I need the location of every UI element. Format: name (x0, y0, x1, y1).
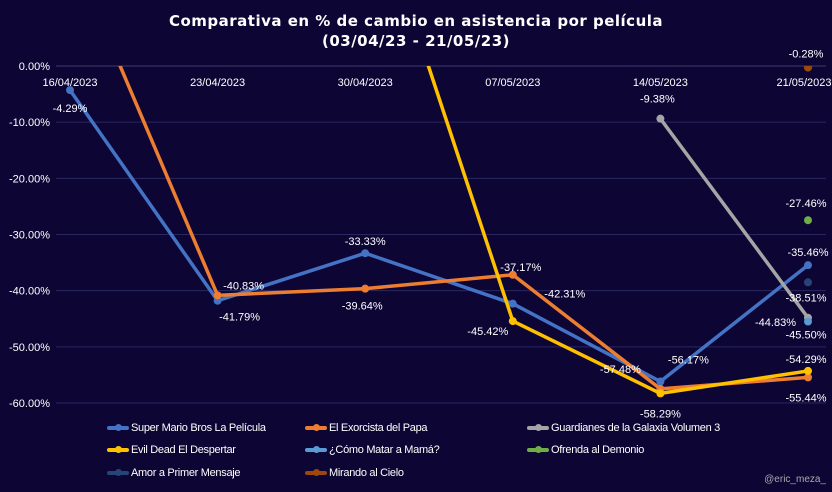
data-point[interactable] (804, 317, 812, 326)
legend-item[interactable]: Ofrenda al Demonio (527, 444, 644, 456)
data-point[interactable] (508, 299, 517, 308)
x-tick-label: 07/05/2023 (485, 77, 540, 89)
legend-item[interactable]: Mirando al Cielo (305, 467, 404, 479)
watermark: @eric_meza_ (764, 474, 826, 485)
data-label: -39.64% (342, 301, 383, 313)
data-label: -4.29% (53, 103, 88, 115)
legend-item[interactable]: ¿Cómo Matar a Mamá? (305, 444, 440, 456)
y-tick-label: -10.00% (9, 117, 50, 129)
data-label: -56.17% (668, 354, 709, 366)
data-label: -38.51% (786, 292, 827, 304)
data-point[interactable] (804, 261, 812, 270)
legend-label: Ofrenda al Demonio (551, 444, 645, 456)
data-point[interactable] (66, 86, 74, 95)
data-label: -0.28% (789, 49, 824, 61)
legend-item[interactable]: Amor a Primer Mensaje (107, 467, 241, 479)
x-tick-label: 23/04/2023 (190, 77, 245, 89)
x-tick-label: 30/04/2023 (338, 77, 393, 89)
data-label: -33.33% (345, 236, 386, 248)
chart-subtitle: (03/04/23 - 21/05/23) (321, 32, 511, 50)
legend-swatch-icon (527, 446, 549, 453)
legend-label: Mirando al Cielo (329, 467, 404, 479)
y-tick-label: -40.00% (9, 286, 50, 298)
legend-label: El Exorcista del Papa (329, 422, 428, 434)
data-point[interactable] (804, 216, 812, 225)
legend-swatch-icon (527, 424, 549, 431)
data-point[interactable] (804, 373, 812, 382)
series-line (68, 89, 810, 384)
legend-swatch-icon (107, 424, 129, 431)
chart-title-main: Comparativa en % de cambio en asistencia… (168, 12, 664, 30)
legend-label: Super Mario Bros La Película (131, 422, 266, 434)
data-point[interactable] (361, 284, 370, 293)
data-label: -45.42% (467, 326, 508, 338)
y-tick-label: 0.00% (19, 61, 50, 73)
chart-title: Comparativa en % de cambio en asistencia… (0, 11, 832, 51)
legend-swatch-icon (305, 424, 327, 431)
y-tick-label: -20.00% (9, 173, 50, 185)
data-point[interactable] (213, 291, 222, 300)
legend-swatch-icon (305, 469, 327, 476)
x-tick-label: 16/04/2023 (42, 77, 97, 89)
legend-label: Amor a Primer Mensaje (131, 467, 241, 479)
x-tick-label: 21/05/2023 (776, 77, 831, 89)
data-label: -45.50% (786, 330, 827, 342)
data-label: -58.29% (640, 408, 681, 420)
line-chart: 0.00% -10.00% -20.00% -30.00% -40.00% -50.00%… (9, 49, 832, 420)
data-point[interactable] (804, 64, 812, 72)
data-point[interactable] (361, 249, 370, 258)
legend-label: Guardianes de la Galaxia Volumen 3 (551, 422, 720, 434)
series-line (118, 66, 809, 391)
legend-item[interactable]: El Exorcista del Papa (305, 422, 428, 434)
data-point[interactable] (656, 389, 665, 398)
data-label: -27.46% (786, 198, 827, 210)
legend-label: Evil Dead El Despertar (131, 444, 236, 456)
data-point[interactable] (508, 270, 517, 279)
data-label: -37.17% (500, 262, 541, 274)
data-point[interactable] (804, 366, 812, 375)
legend-item[interactable]: Guardianes de la Galaxia Volumen 3 (527, 422, 720, 434)
y-tick-label: -30.00% (9, 230, 50, 242)
legend-label: ¿Cómo Matar a Mamá? (329, 444, 440, 456)
legend-item[interactable]: Evil Dead El Despertar (107, 444, 236, 456)
legend-swatch-icon (107, 446, 129, 453)
series-line (658, 117, 810, 319)
data-label: -55.44% (786, 392, 827, 404)
legend-swatch-icon (107, 469, 129, 476)
legend-item[interactable]: Super Mario Bros La Película (107, 422, 266, 434)
data-label: -42.31% (544, 289, 585, 301)
data-point[interactable] (508, 317, 517, 326)
legend-swatch-icon (305, 446, 327, 453)
x-tick-label: 14/05/2023 (633, 77, 688, 89)
data-point[interactable] (656, 377, 665, 386)
data-label: -40.83% (223, 280, 264, 292)
data-label: -57.48% (600, 364, 641, 376)
data-label: -35.46% (788, 247, 829, 259)
data-label: -41.79% (219, 312, 260, 324)
series-line (426, 66, 809, 396)
y-tick-label: -60.00% (9, 398, 50, 410)
data-point[interactable] (804, 278, 812, 287)
y-tick-label: -50.00% (9, 342, 50, 354)
data-label: -9.38% (640, 94, 675, 106)
data-label: -44.83% (755, 317, 796, 329)
data-label: -54.29% (786, 354, 827, 366)
data-point[interactable] (656, 114, 665, 123)
